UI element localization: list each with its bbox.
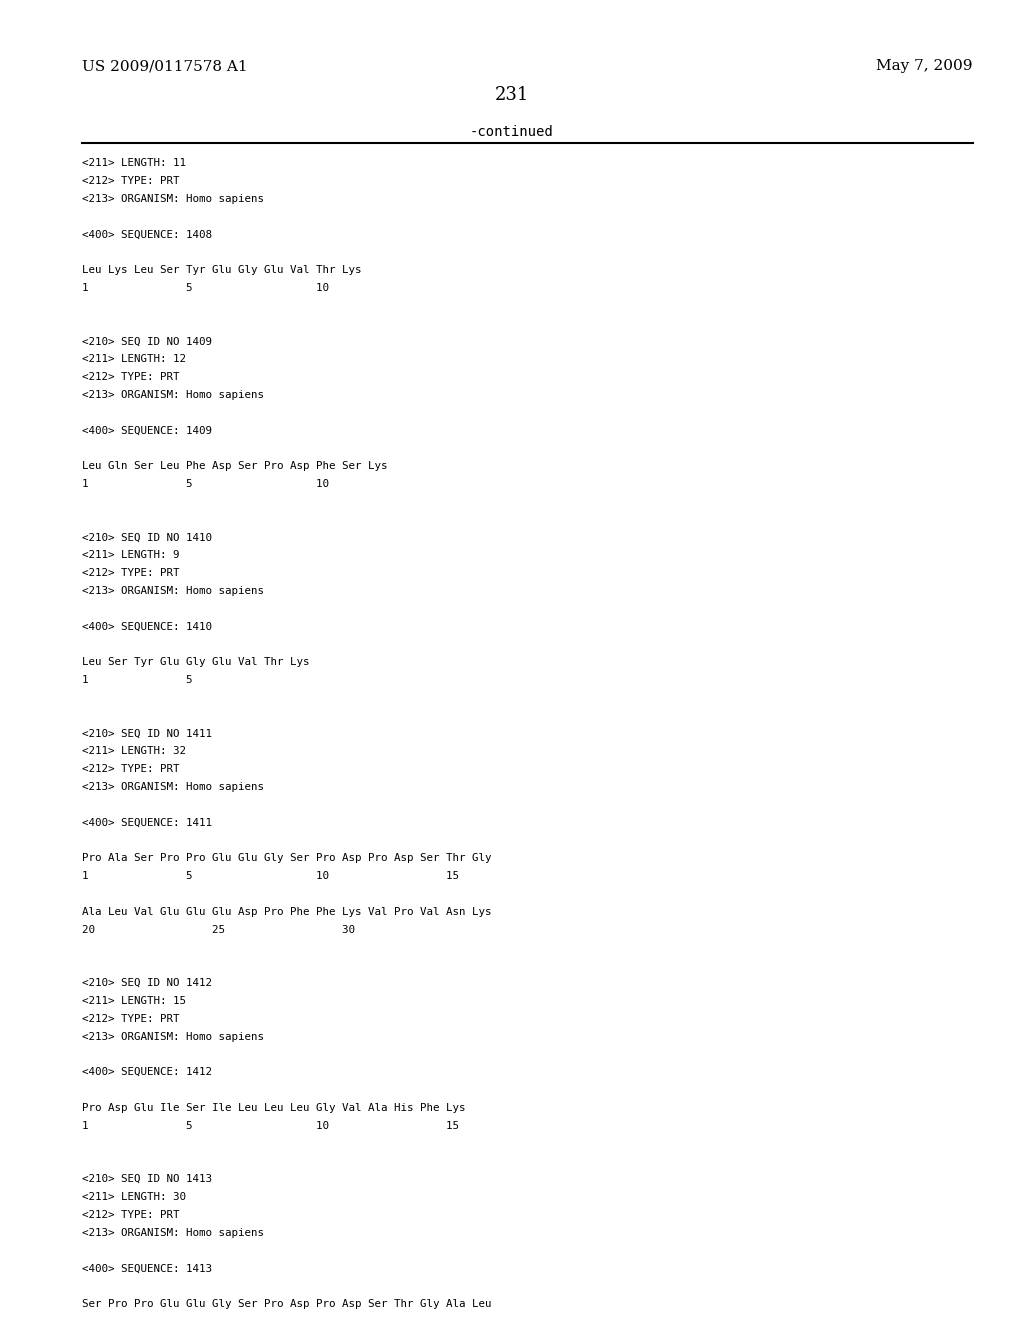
- Text: <400> SEQUENCE: 1412: <400> SEQUENCE: 1412: [82, 1067, 212, 1077]
- Text: <210> SEQ ID NO 1413: <210> SEQ ID NO 1413: [82, 1175, 212, 1184]
- Text: Leu Lys Leu Ser Tyr Glu Gly Glu Val Thr Lys: Leu Lys Leu Ser Tyr Glu Gly Glu Val Thr …: [82, 265, 361, 276]
- Text: -continued: -continued: [470, 125, 554, 140]
- Text: <212> TYPE: PRT: <212> TYPE: PRT: [82, 1014, 179, 1024]
- Text: Leu Ser Tyr Glu Gly Glu Val Thr Lys: Leu Ser Tyr Glu Gly Glu Val Thr Lys: [82, 657, 309, 668]
- Text: 1               5                   10                  15: 1 5 10 15: [82, 871, 459, 882]
- Text: <400> SEQUENCE: 1409: <400> SEQUENCE: 1409: [82, 425, 212, 436]
- Text: <210> SEQ ID NO 1409: <210> SEQ ID NO 1409: [82, 337, 212, 347]
- Text: Ser Pro Pro Glu Glu Gly Ser Pro Asp Pro Asp Ser Thr Gly Ala Leu: Ser Pro Pro Glu Glu Gly Ser Pro Asp Pro …: [82, 1299, 492, 1309]
- Text: <213> ORGANISM: Homo sapiens: <213> ORGANISM: Homo sapiens: [82, 586, 264, 597]
- Text: <211> LENGTH: 12: <211> LENGTH: 12: [82, 354, 186, 364]
- Text: <212> TYPE: PRT: <212> TYPE: PRT: [82, 1209, 179, 1220]
- Text: <212> TYPE: PRT: <212> TYPE: PRT: [82, 372, 179, 383]
- Text: <211> LENGTH: 30: <211> LENGTH: 30: [82, 1192, 186, 1203]
- Text: <400> SEQUENCE: 1411: <400> SEQUENCE: 1411: [82, 817, 212, 828]
- Text: <213> ORGANISM: Homo sapiens: <213> ORGANISM: Homo sapiens: [82, 391, 264, 400]
- Text: <400> SEQUENCE: 1413: <400> SEQUENCE: 1413: [82, 1263, 212, 1274]
- Text: <211> LENGTH: 15: <211> LENGTH: 15: [82, 995, 186, 1006]
- Text: 20                  25                  30: 20 25 30: [82, 924, 355, 935]
- Text: <213> ORGANISM: Homo sapiens: <213> ORGANISM: Homo sapiens: [82, 1228, 264, 1238]
- Text: 1               5                   10: 1 5 10: [82, 284, 329, 293]
- Text: <212> TYPE: PRT: <212> TYPE: PRT: [82, 177, 179, 186]
- Text: <400> SEQUENCE: 1408: <400> SEQUENCE: 1408: [82, 230, 212, 240]
- Text: 231: 231: [495, 86, 529, 104]
- Text: <211> LENGTH: 11: <211> LENGTH: 11: [82, 158, 186, 169]
- Text: <211> LENGTH: 32: <211> LENGTH: 32: [82, 747, 186, 756]
- Text: <210> SEQ ID NO 1410: <210> SEQ ID NO 1410: [82, 532, 212, 543]
- Text: Leu Gln Ser Leu Phe Asp Ser Pro Asp Phe Ser Lys: Leu Gln Ser Leu Phe Asp Ser Pro Asp Phe …: [82, 462, 387, 471]
- Text: <210> SEQ ID NO 1412: <210> SEQ ID NO 1412: [82, 978, 212, 989]
- Text: <213> ORGANISM: Homo sapiens: <213> ORGANISM: Homo sapiens: [82, 1032, 264, 1041]
- Text: <212> TYPE: PRT: <212> TYPE: PRT: [82, 568, 179, 578]
- Text: <210> SEQ ID NO 1411: <210> SEQ ID NO 1411: [82, 729, 212, 739]
- Text: <213> ORGANISM: Homo sapiens: <213> ORGANISM: Homo sapiens: [82, 194, 264, 205]
- Text: 1               5                   10: 1 5 10: [82, 479, 329, 490]
- Text: <400> SEQUENCE: 1410: <400> SEQUENCE: 1410: [82, 622, 212, 632]
- Text: May 7, 2009: May 7, 2009: [877, 59, 973, 74]
- Text: <213> ORGANISM: Homo sapiens: <213> ORGANISM: Homo sapiens: [82, 781, 264, 792]
- Text: 1               5: 1 5: [82, 676, 193, 685]
- Text: Pro Ala Ser Pro Pro Glu Glu Gly Ser Pro Asp Pro Asp Ser Thr Gly: Pro Ala Ser Pro Pro Glu Glu Gly Ser Pro …: [82, 853, 492, 863]
- Text: 1               5                   10                  15: 1 5 10 15: [82, 1121, 459, 1131]
- Text: <211> LENGTH: 9: <211> LENGTH: 9: [82, 550, 179, 561]
- Text: US 2009/0117578 A1: US 2009/0117578 A1: [82, 59, 248, 74]
- Text: Ala Leu Val Glu Glu Glu Asp Pro Phe Phe Lys Val Pro Val Asn Lys: Ala Leu Val Glu Glu Glu Asp Pro Phe Phe …: [82, 907, 492, 917]
- Text: <212> TYPE: PRT: <212> TYPE: PRT: [82, 764, 179, 775]
- Text: Pro Asp Glu Ile Ser Ile Leu Leu Leu Gly Val Ala His Phe Lys: Pro Asp Glu Ile Ser Ile Leu Leu Leu Gly …: [82, 1104, 466, 1113]
